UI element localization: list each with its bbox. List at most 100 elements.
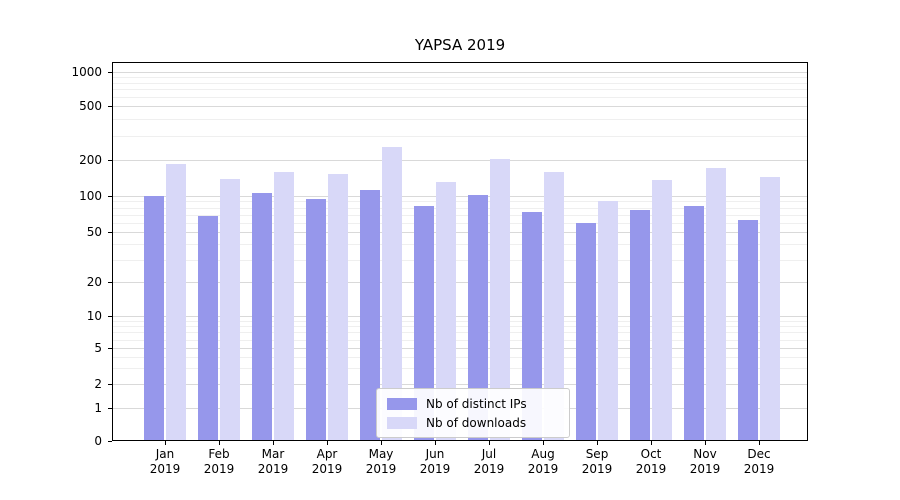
bar-distinct-ips (360, 190, 380, 440)
bar-distinct-ips (684, 205, 704, 440)
x-tick-month: Feb (208, 447, 230, 461)
x-tick-mark (543, 441, 544, 445)
gridline-major (113, 348, 807, 349)
x-tick-mark (327, 441, 328, 445)
gridline-minor (113, 201, 807, 203)
x-tick-year: 2019 (635, 462, 667, 476)
x-tick-mark (489, 441, 490, 445)
gridline-minor (113, 214, 807, 216)
gridline-minor (113, 320, 807, 322)
bar-distinct-ips (252, 193, 272, 440)
gridline-minor (113, 339, 807, 341)
gridline-major (113, 232, 807, 233)
x-tick-month: Apr (316, 447, 338, 461)
x-tick-month: Mar (261, 447, 285, 461)
bar-downloads (382, 146, 402, 440)
x-tick-label: Oct 2019 (619, 447, 683, 477)
y-tick-mark (108, 232, 112, 233)
gridline-major (113, 282, 807, 283)
x-tick-label: May 2019 (349, 447, 413, 477)
x-tick-mark (435, 441, 436, 445)
gridline-minor (113, 244, 807, 246)
x-tick-year: 2019 (311, 462, 343, 476)
x-tick-year: 2019 (257, 462, 289, 476)
legend-item-distinct-ips: Nb of distinct IPs (387, 396, 559, 411)
x-tick-label: Nov 2019 (673, 447, 737, 477)
gridline-minor (113, 368, 807, 370)
x-tick-label: Sep 2019 (565, 447, 629, 477)
y-tick-mark (108, 72, 112, 73)
y-tick-mark (108, 384, 112, 385)
x-tick-month: Jul (481, 447, 497, 461)
gridline-minor (113, 259, 807, 261)
y-tick-mark (108, 348, 112, 349)
x-tick-month: Jan (155, 447, 175, 461)
bars-layer (113, 63, 807, 440)
bar-distinct-ips (630, 210, 650, 440)
bar-distinct-ips (144, 196, 164, 440)
y-tick-label: 20 (86, 275, 102, 289)
gridline-minor (113, 136, 807, 138)
bar-distinct-ips (738, 219, 758, 440)
gridline-minor (113, 332, 807, 334)
x-tick-mark (705, 441, 706, 445)
legend-swatch-distinct-ips (387, 397, 417, 410)
x-tick-label: Feb 2019 (187, 447, 251, 477)
y-tick-mark (108, 282, 112, 283)
gridline-minor (113, 77, 807, 79)
x-tick-mark (381, 441, 382, 445)
x-tick-month: May (368, 447, 394, 461)
x-tick-mark (273, 441, 274, 445)
bar-downloads (274, 171, 294, 440)
y-tick-label: 10 (86, 309, 102, 323)
x-tick-year: 2019 (581, 462, 613, 476)
y-tick-label: 5 (94, 341, 102, 355)
gridline-major (113, 384, 807, 385)
bar-distinct-ips (576, 222, 596, 440)
y-tick-mark (108, 408, 112, 409)
x-tick-label: Apr 2019 (295, 447, 359, 477)
bar-downloads (328, 174, 348, 440)
x-tick-year: 2019 (203, 462, 235, 476)
y-tick-label: 100 (79, 189, 102, 203)
y-tick-mark (108, 196, 112, 197)
bar-distinct-ips (414, 206, 434, 440)
bar-downloads (598, 201, 618, 440)
plot-area (112, 62, 808, 441)
bar-downloads (490, 158, 510, 440)
gridline-minor (113, 119, 807, 121)
x-tick-year: 2019 (149, 462, 181, 476)
y-tick-label: 200 (79, 153, 102, 167)
gridline-minor (113, 82, 807, 84)
gridline-minor (113, 326, 807, 328)
x-tick-mark (759, 441, 760, 445)
x-tick-label: Jul 2019 (457, 447, 521, 477)
x-tick-month: Jun (425, 447, 445, 461)
bar-downloads (544, 171, 564, 440)
x-tick-mark (597, 441, 598, 445)
x-tick-year: 2019 (689, 462, 721, 476)
bar-downloads (220, 178, 240, 440)
bar-distinct-ips (522, 212, 542, 440)
bar-downloads (166, 164, 186, 440)
gridline-minor (113, 222, 807, 224)
y-tick-mark (108, 106, 112, 107)
legend: Nb of distinct IPs Nb of downloads (376, 388, 570, 438)
legend-swatch-downloads (387, 416, 417, 429)
y-tick-label: 2 (94, 377, 102, 391)
x-tick-year: 2019 (473, 462, 505, 476)
x-tick-year: 2019 (365, 462, 397, 476)
bar-downloads (652, 180, 672, 440)
gridline-minor (113, 356, 807, 358)
gridline-major (113, 72, 807, 73)
x-tick-month: Nov (693, 447, 717, 461)
x-tick-year: 2019 (419, 462, 451, 476)
bar-distinct-ips (468, 194, 488, 440)
y-tick-mark (108, 441, 112, 442)
x-tick-label: Mar 2019 (241, 447, 305, 477)
x-tick-year: 2019 (527, 462, 559, 476)
legend-label-distinct-ips: Nb of distinct IPs (426, 396, 527, 411)
gridline-major (113, 160, 807, 161)
x-tick-mark (651, 441, 652, 445)
y-tick-label: 0 (94, 434, 102, 448)
